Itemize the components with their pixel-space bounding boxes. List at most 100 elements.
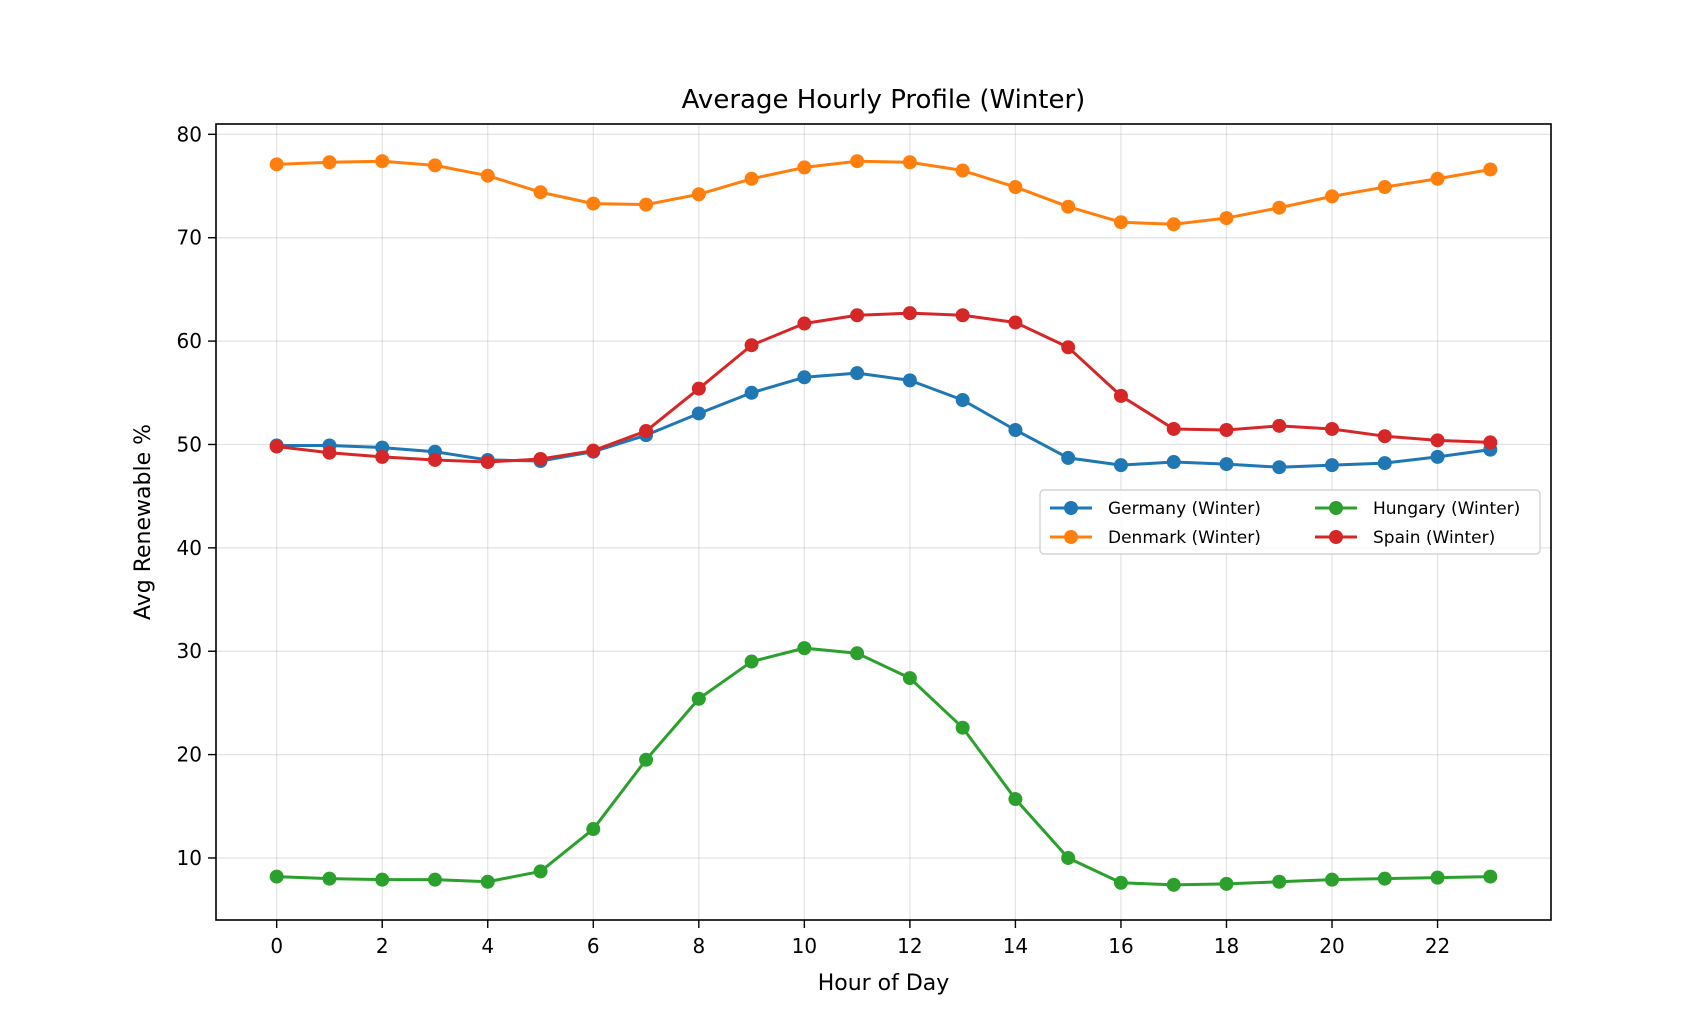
data-point-hungary-winter bbox=[850, 646, 865, 661]
data-point-hungary-winter bbox=[1061, 850, 1076, 865]
data-point-spain-winter bbox=[269, 439, 284, 454]
data-point-denmark-winter bbox=[1325, 189, 1340, 204]
data-point-spain-winter bbox=[1377, 429, 1392, 444]
data-point-spain-winter bbox=[955, 308, 970, 323]
legend-item: Denmark (Winter) bbox=[1050, 528, 1261, 548]
y-tick-label: 40 bbox=[177, 536, 202, 560]
data-point-denmark-winter bbox=[1113, 215, 1128, 230]
data-point-spain-winter bbox=[322, 445, 337, 460]
legend-swatch-marker bbox=[1064, 530, 1078, 544]
y-tick-label: 50 bbox=[177, 432, 202, 456]
data-point-hungary-winter bbox=[322, 871, 337, 886]
data-point-hungary-winter bbox=[955, 720, 970, 735]
data-point-denmark-winter bbox=[744, 171, 759, 186]
data-point-denmark-winter bbox=[850, 154, 865, 169]
data-point-hungary-winter bbox=[1219, 876, 1234, 891]
series-layer bbox=[269, 154, 1498, 892]
data-point-hungary-winter bbox=[691, 691, 706, 706]
legend-swatch-marker bbox=[1329, 530, 1343, 544]
data-point-spain-winter bbox=[850, 308, 865, 323]
data-point-denmark-winter bbox=[1430, 171, 1445, 186]
data-point-germany-winter bbox=[744, 385, 759, 400]
data-point-denmark-winter bbox=[1166, 217, 1181, 232]
series-line-spain-winter bbox=[276, 311, 1491, 464]
data-point-hungary-winter bbox=[1008, 792, 1023, 807]
x-axis-label: Hour of Day bbox=[818, 971, 950, 996]
x-tick-label: 12 bbox=[897, 934, 922, 958]
data-point-spain-winter bbox=[533, 451, 548, 466]
data-point-hungary-winter bbox=[639, 752, 654, 767]
data-point-spain-winter bbox=[902, 306, 917, 321]
x-tick-label: 22 bbox=[1425, 934, 1450, 958]
data-point-denmark-winter bbox=[1483, 162, 1498, 177]
y-tick-label: 10 bbox=[177, 846, 202, 870]
legend-label: Spain (Winter) bbox=[1373, 528, 1495, 548]
data-point-spain-winter bbox=[1219, 422, 1234, 437]
data-point-denmark-winter bbox=[533, 185, 548, 200]
data-point-denmark-winter bbox=[1219, 211, 1234, 226]
y-tick-label: 20 bbox=[177, 743, 202, 767]
data-point-denmark-winter bbox=[1377, 180, 1392, 195]
x-tick-label: 18 bbox=[1214, 934, 1239, 958]
data-point-denmark-winter bbox=[639, 197, 654, 212]
data-point-spain-winter bbox=[797, 316, 812, 331]
data-point-germany-winter bbox=[850, 366, 865, 381]
legend-swatch-marker bbox=[1064, 501, 1078, 515]
data-point-germany-winter bbox=[1377, 456, 1392, 471]
data-point-hungary-winter bbox=[533, 864, 548, 879]
data-point-hungary-winter bbox=[797, 641, 812, 656]
legend-item: Germany (Winter) bbox=[1050, 499, 1261, 519]
data-point-spain-winter bbox=[1166, 421, 1181, 436]
legend-label: Hungary (Winter) bbox=[1373, 499, 1520, 519]
y-tick-label: 80 bbox=[177, 122, 202, 146]
data-point-denmark-winter bbox=[1008, 180, 1023, 195]
series-denmark-winter bbox=[269, 154, 1498, 232]
y-tick-label: 30 bbox=[177, 639, 202, 663]
data-point-germany-winter bbox=[1008, 422, 1023, 437]
x-tick-label: 16 bbox=[1108, 934, 1133, 958]
legend-swatch-marker bbox=[1329, 501, 1343, 515]
legend-label: Germany (Winter) bbox=[1108, 499, 1261, 519]
x-tick-label: 8 bbox=[692, 934, 705, 958]
data-point-denmark-winter bbox=[902, 155, 917, 170]
data-point-germany-winter bbox=[1166, 455, 1181, 470]
data-point-germany-winter bbox=[955, 393, 970, 408]
data-point-hungary-winter bbox=[375, 872, 390, 887]
data-point-hungary-winter bbox=[902, 671, 917, 686]
data-point-spain-winter bbox=[744, 338, 759, 353]
data-point-spain-winter bbox=[586, 443, 601, 458]
data-point-denmark-winter bbox=[797, 160, 812, 175]
data-point-spain-winter bbox=[1113, 388, 1128, 403]
data-point-denmark-winter bbox=[955, 163, 970, 178]
data-point-denmark-winter bbox=[427, 158, 442, 173]
data-point-spain-winter bbox=[691, 381, 706, 396]
data-point-spain-winter bbox=[1430, 433, 1445, 448]
data-point-spain-winter bbox=[1483, 435, 1498, 450]
plot-frame bbox=[215, 123, 1552, 921]
data-point-spain-winter bbox=[1272, 418, 1287, 433]
x-tick-label: 10 bbox=[792, 934, 817, 958]
x-axis: 0 2 4 6 8 10 12 14 16 18 20 22 bbox=[270, 920, 1450, 958]
data-point-spain-winter bbox=[480, 455, 495, 470]
series-spain-winter bbox=[269, 306, 1498, 470]
y-tick-label: 60 bbox=[177, 329, 202, 353]
y-tick-label: 70 bbox=[177, 226, 202, 250]
data-point-germany-winter bbox=[1272, 460, 1287, 475]
x-tick-label: 0 bbox=[270, 934, 283, 958]
data-point-denmark-winter bbox=[269, 157, 284, 172]
data-point-denmark-winter bbox=[1061, 199, 1076, 214]
data-point-hungary-winter bbox=[480, 874, 495, 889]
data-point-germany-winter bbox=[902, 373, 917, 388]
data-point-hungary-winter bbox=[1377, 871, 1392, 886]
data-point-hungary-winter bbox=[744, 654, 759, 669]
series-line-hungary-winter bbox=[276, 646, 1491, 887]
data-point-hungary-winter bbox=[1113, 875, 1128, 890]
data-point-denmark-winter bbox=[480, 168, 495, 183]
legend-label: Denmark (Winter) bbox=[1108, 528, 1261, 548]
x-tick-label: 20 bbox=[1319, 934, 1344, 958]
x-tick-label: 14 bbox=[1003, 934, 1028, 958]
data-point-denmark-winter bbox=[375, 154, 390, 169]
series-line-germany-winter bbox=[276, 371, 1491, 469]
data-point-germany-winter bbox=[1430, 449, 1445, 464]
data-point-spain-winter bbox=[427, 452, 442, 467]
